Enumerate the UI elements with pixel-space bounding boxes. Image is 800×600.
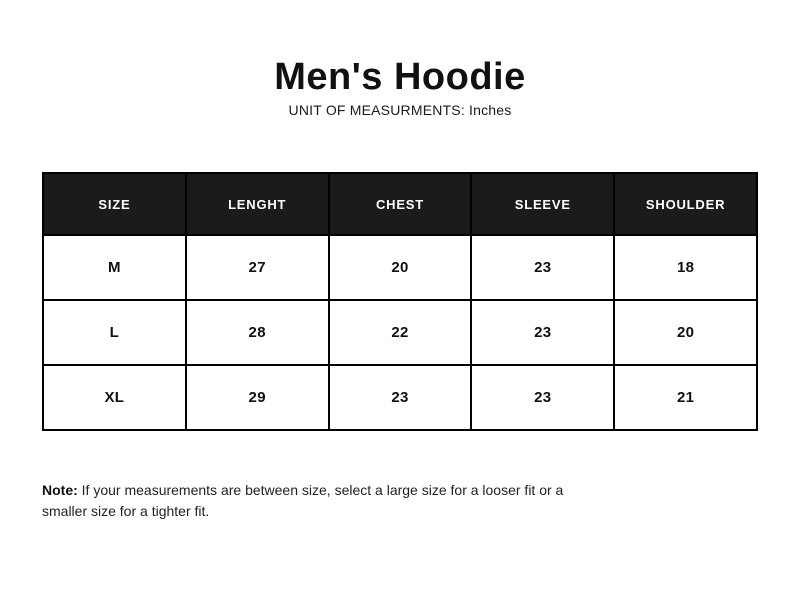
- page-title: Men's Hoodie: [274, 56, 526, 98]
- table-cell: 28: [184, 299, 330, 366]
- table-header: SIZE LENGHT CHEST SLEEVE SHOULDER: [42, 172, 758, 236]
- table-body: M 27 20 23 18 L 28 22 23 20 XL 29 23 23 …: [42, 234, 758, 431]
- table-cell: 22: [327, 299, 473, 366]
- table-cell: M: [42, 234, 187, 301]
- table-cell: XL: [42, 364, 187, 431]
- header-row: SIZE LENGHT CHEST SLEEVE SHOULDER: [42, 172, 758, 236]
- note-label: Note:: [42, 482, 78, 498]
- size-chart-table: SIZE LENGHT CHEST SLEEVE SHOULDER M 27 2…: [42, 172, 758, 431]
- table-cell: 29: [184, 364, 330, 431]
- fit-note: Note: If your measurements are between s…: [42, 480, 594, 522]
- table-cell: 27: [184, 234, 330, 301]
- header-cell-size: SIZE: [42, 172, 187, 236]
- table-cell: 18: [613, 234, 758, 301]
- table-row-m: M 27 20 23 18: [42, 234, 758, 301]
- unit-of-measurement-subtitle: UNIT OF MEASURMENTS: Inches: [288, 102, 512, 118]
- table-cell: 20: [613, 299, 758, 366]
- header-cell-length: LENGHT: [184, 172, 330, 236]
- table-cell: 23: [327, 364, 473, 431]
- table-cell: 21: [613, 364, 758, 431]
- note-text: If your measurements are between size, s…: [42, 482, 564, 519]
- table-row-xl: XL 29 23 23 21: [42, 364, 758, 431]
- table-cell: 23: [470, 234, 616, 301]
- table-cell: L: [42, 299, 187, 366]
- table-cell: 23: [470, 299, 616, 366]
- header-cell-chest: CHEST: [327, 172, 473, 236]
- table-cell: 23: [470, 364, 616, 431]
- table-row-l: L 28 22 23 20: [42, 299, 758, 366]
- table-cell: 20: [327, 234, 473, 301]
- header-cell-sleeve: SLEEVE: [470, 172, 616, 236]
- header-cell-shoulder: SHOULDER: [613, 172, 758, 236]
